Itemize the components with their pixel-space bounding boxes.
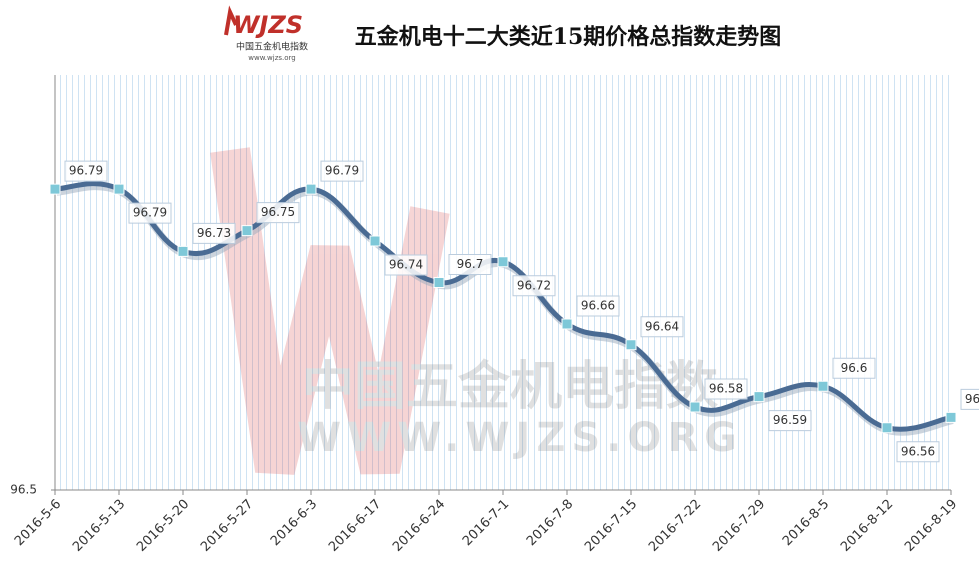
marker [497, 256, 509, 268]
data-label: 96.72 [517, 278, 551, 292]
marker [881, 422, 893, 434]
data-label-box [448, 254, 492, 275]
x-tick-label: 2016-6-24 [390, 497, 448, 555]
marker [305, 183, 317, 195]
data-label-box [320, 160, 364, 182]
data-label-box [192, 222, 236, 244]
data-label-group: 96.7 [448, 254, 492, 275]
data-label-box [896, 441, 940, 463]
data-label: 96.75 [261, 205, 295, 219]
logo-name: 中国五金机电指数 [236, 41, 308, 53]
data-label-group: 96.56 [896, 441, 940, 463]
data-label: 96.79 [133, 206, 167, 220]
data-label-group: 96.57 [960, 388, 979, 410]
data-label: 96.6 [841, 361, 868, 375]
data-label-box [832, 357, 876, 379]
x-tick-label: 2016-6-17 [326, 497, 384, 555]
x-tick-label: 2016-8-19 [902, 497, 960, 555]
data-label-group: 96.73 [192, 222, 236, 244]
marker [369, 235, 381, 247]
logo: WJZS 中国五金机电指数 www.wjzs.org [224, 5, 308, 62]
x-tick-label: 2016-7-8 [524, 497, 576, 549]
data-label-group: 96.66 [576, 295, 620, 317]
marker [625, 339, 637, 351]
logo-arrow [224, 5, 238, 36]
chart-title: 五金机电十二大类近15期价格总指数走势图 [355, 24, 782, 50]
data-label: 96.59 [773, 413, 807, 427]
x-tick-label: 2016-8-12 [838, 497, 896, 555]
x-tick-label: 2016-7-1 [460, 497, 512, 549]
data-label: 96.66 [581, 299, 615, 313]
data-label-box [256, 202, 300, 224]
marker [113, 183, 125, 195]
data-label-group: 96.58 [704, 378, 748, 400]
data-label: 96.79 [69, 164, 103, 178]
data-label-group: 96.79 [320, 160, 364, 182]
logo-mark: WJZS [233, 11, 303, 39]
data-label: 96.73 [197, 226, 231, 240]
data-label-box [576, 295, 620, 317]
data-label: 96.56 [901, 444, 935, 458]
data-label-box [64, 160, 108, 182]
data-label-box [128, 202, 172, 224]
data-label-group: 96.6 [832, 357, 876, 379]
data-label-group: 96.75 [256, 202, 300, 224]
data-label: 96.7 [457, 257, 484, 271]
marker [49, 183, 61, 195]
data-label-box [384, 254, 428, 276]
data-label-group: 96.64 [640, 316, 684, 338]
marker [689, 401, 701, 413]
data-label-box [768, 410, 812, 432]
marker [817, 380, 829, 392]
logo-url: www.wjzs.org [248, 54, 295, 62]
watermark-url: WWW.WJZS.ORG [297, 415, 743, 461]
marker [753, 391, 765, 403]
x-tick-label: 2016-5-13 [70, 497, 128, 555]
data-label: 96.74 [389, 258, 423, 272]
marker [241, 225, 253, 237]
marker [945, 411, 957, 423]
x-tick-label: 2016-5-6 [12, 497, 64, 549]
watermark-name: 中国五金机电指数 [302, 357, 718, 417]
marker [177, 245, 189, 257]
data-label-box [704, 378, 748, 400]
data-label-group: 96.59 [768, 410, 812, 432]
data-label-box [960, 388, 979, 410]
data-label-group: 96.79 [64, 160, 108, 182]
x-tick-label: 2016-5-27 [198, 497, 256, 555]
data-label: 96.57 [965, 392, 979, 406]
x-tick-label: 2016-8-5 [780, 497, 832, 549]
marker [561, 318, 573, 330]
x-tick-label: 2016-7-15 [582, 497, 640, 555]
watermark-shape [210, 147, 450, 475]
data-label-group: 96.74 [384, 254, 428, 276]
y-tick-label: 96.5 [10, 483, 37, 497]
data-label-box [640, 316, 684, 338]
x-tick-label: 2016-5-20 [134, 497, 192, 555]
marker [433, 277, 445, 288]
data-label-group: 96.79 [128, 202, 172, 224]
watermark: 中国五金机电指数 WWW.WJZS.ORG [210, 147, 743, 475]
data-label-group: 96.72 [512, 275, 556, 297]
data-label: 96.58 [709, 382, 743, 396]
x-tick-label: 2016-7-22 [646, 497, 704, 555]
x-tick-label: 2016-7-29 [710, 497, 768, 555]
data-label: 96.64 [645, 319, 679, 333]
data-label-box [512, 275, 556, 297]
data-label: 96.79 [325, 164, 359, 178]
x-tick-label: 2016-6-3 [268, 497, 320, 549]
